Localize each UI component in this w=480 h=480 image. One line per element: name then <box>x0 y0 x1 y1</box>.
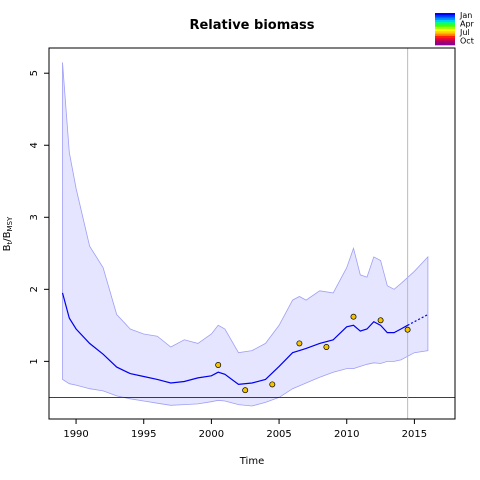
legend-swatch <box>435 22 455 25</box>
observation-point <box>377 317 384 324</box>
x-tick-label: 2015 <box>402 429 427 440</box>
legend-swatch <box>435 24 455 28</box>
x-tick-label: 1990 <box>63 429 88 440</box>
y-tick-label: 1 <box>29 358 40 364</box>
y-axis: 1 2 3 4 5 <box>29 70 49 365</box>
observation-point <box>242 387 249 394</box>
legend-swatch <box>435 35 455 39</box>
observation-point <box>269 381 276 388</box>
y-axis-label: Bt/BMSY <box>2 216 14 251</box>
y-label-sep: /B <box>2 231 13 241</box>
observation-point <box>404 326 411 333</box>
y-label-sub1: t <box>6 241 14 244</box>
observation-point <box>296 340 303 347</box>
y-tick-label: 2 <box>29 286 40 292</box>
confidence-band <box>62 62 429 407</box>
legend-swatch <box>435 33 455 37</box>
x-tick-label: 1995 <box>131 429 156 440</box>
y-tick-label: 3 <box>29 214 40 220</box>
x-tick-label: 2000 <box>199 429 224 440</box>
x-axis: 1990 1995 2000 2005 2010 2015 <box>63 419 427 440</box>
legend-swatch <box>435 13 455 16</box>
y-label-main: B <box>2 244 13 251</box>
legend-label: Apr <box>460 20 475 29</box>
legend-swatch <box>435 29 455 32</box>
y-label-sub2: MSY <box>6 216 14 231</box>
legend-swatch <box>435 19 455 23</box>
series-median-line <box>61 292 408 386</box>
x-tick-label: 2010 <box>334 429 359 440</box>
observation-point <box>350 313 357 320</box>
observation-point <box>215 362 222 368</box>
y-tick-label: 4 <box>29 142 40 148</box>
legend-label: Oct <box>460 37 474 46</box>
legend-swatch <box>435 38 455 41</box>
legend-label: Jul <box>459 28 470 37</box>
plot-area <box>49 48 455 419</box>
plot-frame <box>48 47 456 420</box>
legend-label: Jan <box>459 11 472 20</box>
legend-swatch <box>435 26 455 30</box>
legend-swatch <box>435 17 455 21</box>
legend-swatch <box>435 15 455 18</box>
chart-title: Relative biomass <box>189 18 314 33</box>
legend-swatch <box>435 31 455 34</box>
x-tick-label: 2005 <box>266 429 291 440</box>
x-axis-label: Time <box>239 456 264 467</box>
legend-swatch <box>435 40 455 44</box>
observation-point <box>323 344 330 350</box>
series-prediction-line <box>407 313 429 326</box>
legend-swatch <box>435 42 455 46</box>
y-tick-label: 5 <box>29 70 40 76</box>
